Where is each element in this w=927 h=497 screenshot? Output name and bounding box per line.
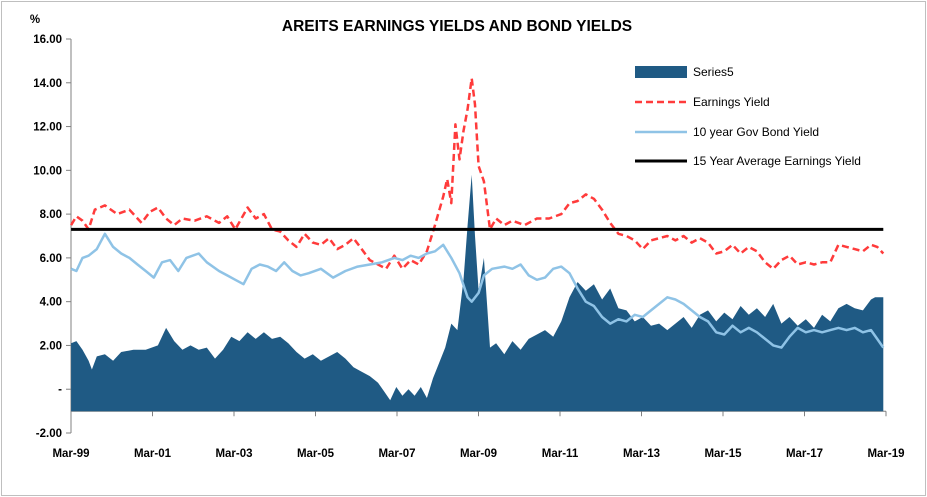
legend-label-earnings-yield: Earnings Yield bbox=[693, 95, 770, 109]
x-tick-label: Mar-13 bbox=[623, 448, 660, 460]
y-tick-label: 12.00 bbox=[33, 122, 62, 134]
legend-label-15-year-average-earnings-yield: 15 Year Average Earnings Yield bbox=[693, 154, 861, 168]
x-tick-label: Mar-99 bbox=[52, 448, 89, 460]
y-tick-label: 2.00 bbox=[40, 340, 62, 352]
x-tick-label: Mar-01 bbox=[134, 448, 172, 460]
10-year-gov-bond-yield-line bbox=[70, 232, 885, 349]
x-tick-label: Mar-15 bbox=[704, 448, 742, 460]
y-tick-label: 16.00 bbox=[33, 34, 62, 46]
y-tick-label: 10.00 bbox=[33, 165, 62, 177]
legend: Series5 Earnings Yield 10 year Gov Bond Yi… bbox=[635, 65, 861, 168]
y-tick-label: 4.00 bbox=[40, 297, 62, 309]
y-tick-label: -2.00 bbox=[36, 428, 62, 440]
x-tick-label: Mar-19 bbox=[867, 448, 904, 460]
x-tick-label: Mar-17 bbox=[786, 448, 823, 460]
y-tick-label: - bbox=[58, 384, 62, 396]
y-tick-label: 6.00 bbox=[40, 253, 62, 265]
earnings-yield-line bbox=[70, 77, 885, 271]
y-unit-label: % bbox=[30, 14, 40, 26]
x-tick-label: Mar-05 bbox=[297, 448, 335, 460]
legend-swatch-series5 bbox=[635, 66, 687, 78]
x-tick-label: Mar-03 bbox=[215, 448, 252, 460]
plot-area: -2.00-2.004.006.008.0010.0012.0014.0016.… bbox=[33, 34, 904, 460]
y-tick-label: 8.00 bbox=[40, 209, 62, 221]
y-tick-label: 14.00 bbox=[33, 78, 62, 90]
chart-title: AREITS EARNINGS YIELDS AND BOND YIELDS bbox=[282, 18, 632, 35]
legend-label-series5: Series5 bbox=[693, 65, 734, 79]
x-tick-label: Mar-09 bbox=[460, 448, 497, 460]
x-tick-label: Mar-07 bbox=[378, 448, 415, 460]
legend-label-10-year-gov-bond-yield: 10 year Gov Bond Yield bbox=[693, 125, 819, 139]
x-tick-label: Mar-11 bbox=[542, 448, 579, 460]
